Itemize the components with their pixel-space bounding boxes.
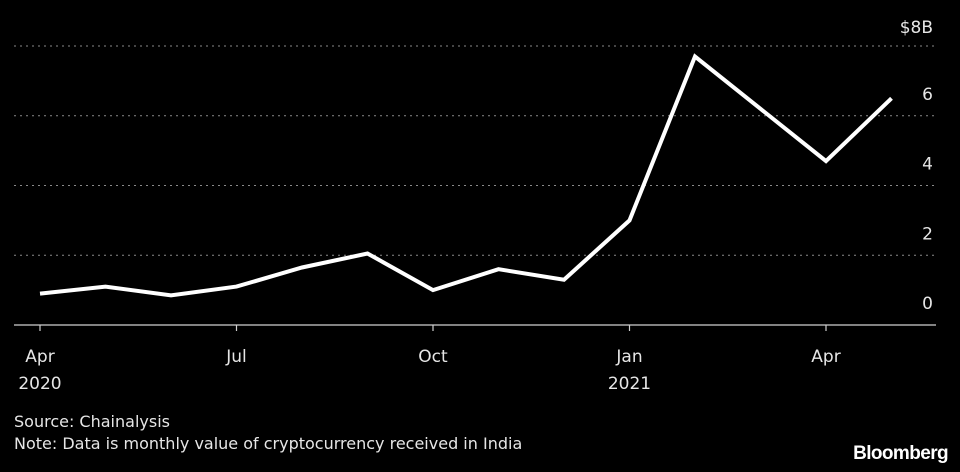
x-axis	[14, 324, 936, 331]
x-tick-label: Jul	[225, 347, 247, 367]
source-note: Source: Chainalysis	[14, 412, 170, 431]
x-tick-year-label: 2020	[18, 374, 61, 394]
bloomberg-logo: Bloomberg	[853, 443, 948, 464]
x-axis-labels: Apr 2020 Jul Oct Jan 2021 Apr	[18, 347, 840, 394]
gridlines	[14, 45, 936, 256]
y-tick-label: 4	[922, 155, 933, 175]
series-group	[39, 53, 893, 298]
x-tick-year-label: 2021	[608, 374, 651, 394]
y-tick-label: $8B	[900, 18, 933, 38]
line-chart: 0 2 4 6 $8B Apr 2020 Jul Oct Jan 2021 Apr	[14, 18, 936, 394]
x-tick-label: Apr	[811, 347, 840, 367]
x-tick-label: Apr	[25, 347, 54, 367]
data-note: Note: Data is monthly value of cryptocur…	[14, 434, 523, 453]
x-tick-label: Jan	[615, 347, 642, 367]
y-axis-labels: 0 2 4 6 $8B	[900, 18, 933, 314]
y-tick-label: 6	[922, 85, 933, 105]
y-tick-label: 2	[922, 224, 933, 244]
series-line	[39, 53, 893, 298]
y-tick-label: 0	[922, 294, 933, 314]
x-tick-label: Oct	[418, 347, 448, 367]
